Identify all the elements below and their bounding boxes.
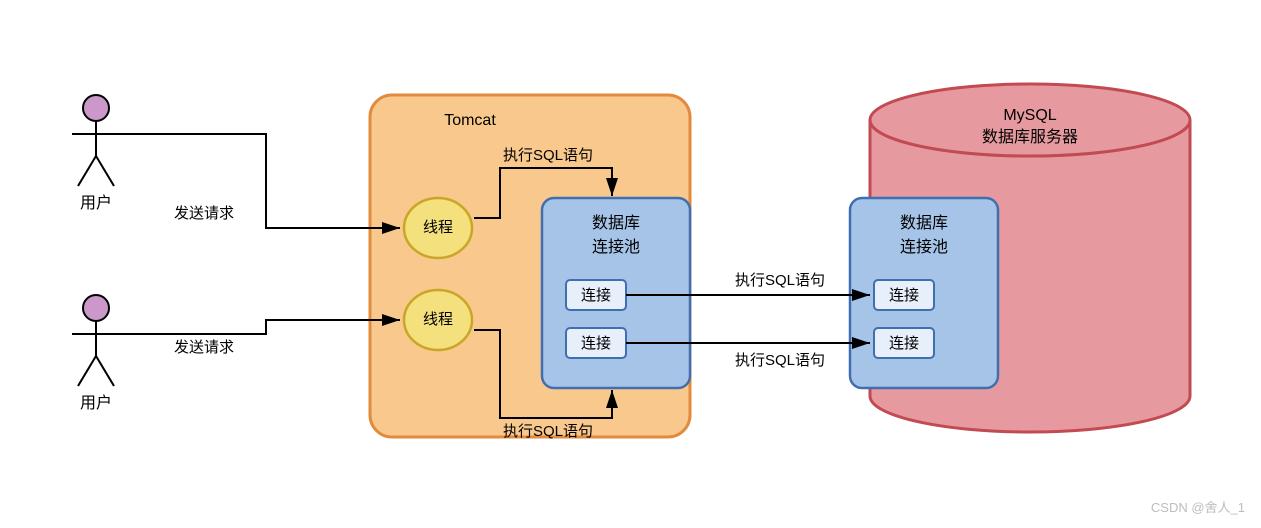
svg-text:连接: 连接 (889, 335, 919, 352)
architecture-diagram: 用户用户Tomcat线程线程数据库连接池连接连接MySQL数据库服务器数据库连接… (0, 0, 1261, 528)
svg-text:连接: 连接 (889, 287, 919, 304)
svg-text:执行SQL语句: 执行SQL语句 (735, 272, 825, 289)
user-actor-1 (72, 295, 120, 386)
svg-text:数据库服务器: 数据库服务器 (982, 128, 1078, 146)
svg-text:Tomcat: Tomcat (444, 112, 496, 129)
svg-text:执行SQL语句: 执行SQL语句 (503, 423, 593, 440)
svg-text:连接池: 连接池 (592, 238, 640, 256)
watermark-text: CSDN @舍人_1 (1151, 497, 1245, 516)
svg-text:数据库: 数据库 (592, 214, 640, 232)
svg-text:连接池: 连接池 (900, 238, 948, 256)
svg-text:发送请求: 发送请求 (174, 339, 234, 356)
svg-text:用户: 用户 (80, 194, 112, 212)
svg-text:用户: 用户 (80, 394, 112, 412)
svg-text:数据库: 数据库 (900, 214, 948, 232)
svg-text:执行SQL语句: 执行SQL语句 (503, 147, 593, 164)
svg-text:连接: 连接 (581, 287, 611, 304)
svg-text:连接: 连接 (581, 335, 611, 352)
svg-text:MySQL: MySQL (1003, 107, 1056, 124)
user-actor-0 (72, 95, 120, 186)
svg-text:执行SQL语句: 执行SQL语句 (735, 352, 825, 369)
svg-text:发送请求: 发送请求 (174, 205, 234, 222)
svg-text:线程: 线程 (423, 219, 453, 236)
svg-text:线程: 线程 (423, 311, 453, 328)
